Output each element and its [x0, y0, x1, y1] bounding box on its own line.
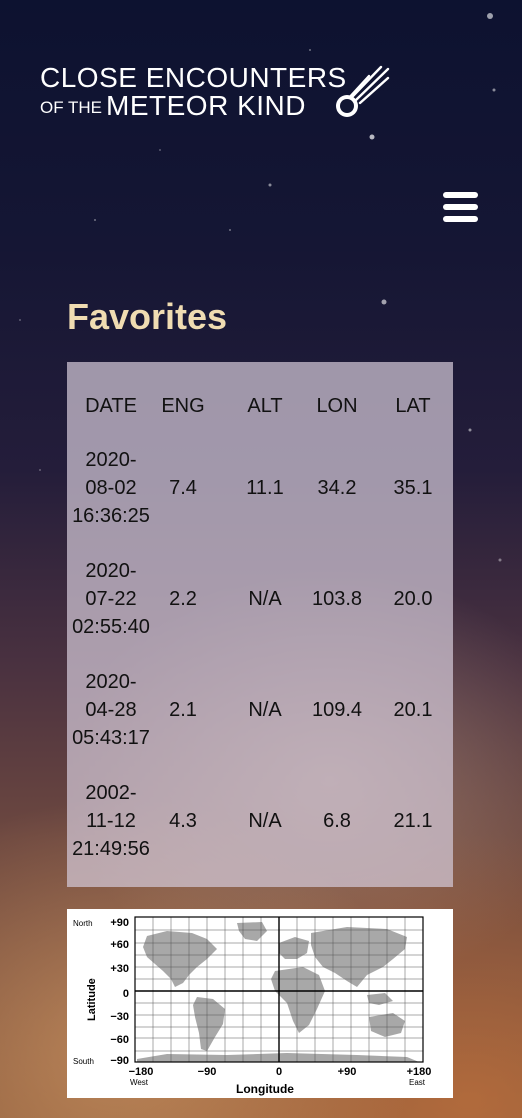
- hamburger-menu-icon[interactable]: [440, 190, 480, 224]
- lat-tick-label: 0: [123, 988, 129, 1000]
- date-cell: 2020- 04-28 05:43:17: [72, 671, 150, 749]
- eng-cell: 2.2: [169, 588, 197, 610]
- column-header-date[interactable]: DATE: [85, 395, 137, 417]
- lon-cell: 109.4: [311, 699, 363, 721]
- lat-tick-label: −60: [110, 1034, 129, 1046]
- lat-tick-label: −30: [110, 1011, 129, 1023]
- x-axis-label: Longitude: [236, 1082, 294, 1096]
- land-masses: [137, 922, 419, 1062]
- table-header-row: DATE ENG ALT LON LAT: [67, 392, 453, 418]
- lat-tick-label: +90: [110, 917, 129, 929]
- lon-cell: 103.8: [311, 588, 363, 610]
- lat-tick-label: +60: [110, 939, 129, 951]
- eng-cell: 7.4: [169, 477, 197, 499]
- lat-cell: 20.1: [393, 699, 433, 721]
- date-cell: 2020- 07-22 02:55:40: [72, 560, 150, 638]
- lon-cell: 34.2: [317, 477, 357, 499]
- world-coordinate-map: +90 +60 +30 0 −30 −60 −90 North South La…: [67, 909, 453, 1098]
- alt-cell: N/A: [248, 588, 282, 610]
- comet-icon: [336, 65, 390, 117]
- date-cell: 2002- 11-12 21:49:56: [72, 782, 150, 860]
- logo-line-2-big: METEOR KIND: [106, 90, 306, 121]
- favorites-table: DATE ENG ALT LON LAT 2020- 08-02 16:36:25 …: [67, 362, 453, 887]
- table-row[interactable]: 2020- 08-02 16:36:25 7.4 11.1 34.2 35.1: [67, 446, 453, 530]
- lon-tick-label: 0: [276, 1066, 282, 1078]
- lat-cell: 35.1: [393, 477, 433, 499]
- lat-tick-label: −90: [110, 1055, 129, 1067]
- y-axis-label: Latitude: [86, 978, 98, 1021]
- eng-cell: 4.3: [169, 810, 197, 832]
- lon-tick-label: +180: [407, 1066, 432, 1078]
- logo-line-2: OF THE METEOR KIND: [40, 92, 306, 125]
- lon-cell: 6.8: [323, 810, 351, 832]
- lat-tick-label: +30: [110, 963, 129, 975]
- column-header-lon[interactable]: LON: [316, 395, 358, 417]
- world-map-graphic: +90 +60 +30 0 −30 −60 −90 North South La…: [73, 916, 432, 1096]
- map-frame: [134, 916, 424, 1063]
- table-row[interactable]: 2002- 11-12 21:49:56 4.3 N/A 6.8 21.1: [67, 779, 453, 863]
- date-cell: 2020- 08-02 16:36:25: [72, 449, 150, 527]
- lon-tick-label: −180: [129, 1066, 154, 1078]
- eng-cell: 2.1: [169, 699, 197, 721]
- north-label: North: [73, 919, 93, 928]
- alt-cell: 11.1: [246, 477, 284, 499]
- lat-cell: 20.0: [393, 588, 433, 610]
- table-row[interactable]: 2020- 04-28 05:43:17 2.1 N/A 109.4 20.1: [67, 668, 453, 752]
- lat-cell: 21.1: [393, 810, 433, 832]
- alt-cell: N/A: [248, 699, 282, 721]
- column-header-eng[interactable]: ENG: [161, 395, 205, 417]
- east-label: East: [409, 1078, 426, 1087]
- south-label: South: [73, 1057, 94, 1066]
- column-header-lat[interactable]: LAT: [395, 395, 431, 417]
- site-logo[interactable]: CLOSE ENCOUNTERS OF THE METEOR KIND: [40, 64, 390, 120]
- table-row[interactable]: 2020- 07-22 02:55:40 2.2 N/A 103.8 20.0: [67, 557, 453, 641]
- lon-tick-label: +90: [338, 1066, 357, 1078]
- alt-cell: N/A: [248, 810, 282, 832]
- column-header-alt[interactable]: ALT: [247, 395, 283, 417]
- logo-line-1: CLOSE ENCOUNTERS: [40, 62, 347, 93]
- logo-line-2-small: OF THE: [40, 98, 103, 117]
- west-label: West: [130, 1078, 149, 1087]
- page-title: Favorites: [67, 296, 228, 337]
- lon-tick-label: −90: [198, 1066, 217, 1078]
